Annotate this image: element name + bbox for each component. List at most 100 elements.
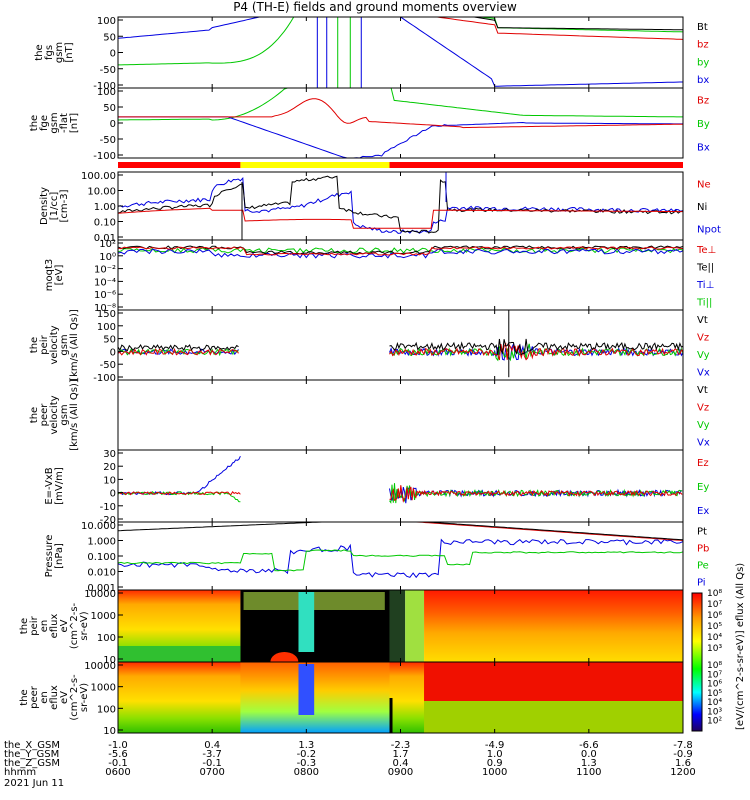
peir-spec-column — [298, 592, 315, 652]
xaxis-value: -0.2 — [297, 749, 317, 760]
xaxis-value: 1.0 — [487, 749, 503, 760]
y-tick-label: -100 — [93, 151, 116, 162]
ylabel-efield: [mV/m] — [54, 467, 65, 505]
ylabel-peir_vel: gsm — [59, 334, 70, 355]
ylabel-peir_vel: [km/s (All Qs)] — [69, 309, 80, 381]
legend-fgs-by: by — [697, 57, 709, 68]
xaxis-value: -6.6 — [579, 740, 599, 751]
xaxis-value: -0.1 — [202, 758, 222, 769]
ylabel-fgs: [nT] — [64, 42, 75, 62]
legend-pressure-Pi: Pi — [697, 578, 706, 589]
peer-spec-cool — [424, 701, 683, 733]
Ez-series-a — [117, 490, 241, 496]
figure-title: P4 (TH-E) fields and ground moments over… — [233, 0, 517, 14]
xaxis-value: 0900 — [388, 767, 413, 778]
peir-spec-block3 — [424, 590, 683, 662]
legend-peir_vel-Vz: Vz — [697, 332, 709, 343]
legend-efield-Ey: Ey — [697, 482, 709, 493]
bx-series — [118, 17, 683, 87]
Pb-series — [394, 521, 684, 541]
y-tick-label: 1.000 — [87, 537, 116, 548]
y-tick-label: 0.10 — [94, 218, 116, 229]
legend-density-Ne: Ne — [697, 179, 711, 190]
xaxis-value: -7.8 — [673, 740, 693, 751]
ylabel-peer_vel: [km/s (All Qs)] — [69, 379, 80, 451]
y-tick-label: 10² — [99, 239, 116, 250]
Ti-par-series — [117, 247, 684, 254]
legend-peer_vel-Vx: Vx — [697, 437, 710, 448]
y-tick-label: 10000 — [84, 589, 116, 600]
xaxis-value: -2.3 — [391, 740, 411, 751]
ylabel-peir_en: en — [39, 620, 50, 633]
ylabel-peer_en: sr-eV) — [79, 683, 90, 712]
ylabel-peir_vel: peir — [39, 334, 50, 354]
xaxis-value: -4.9 — [485, 740, 505, 751]
y-tick-label: 0.01 — [94, 233, 116, 244]
ylabel-efield: E=-VxB — [44, 467, 55, 504]
legend-fgs-bz: bz — [697, 40, 709, 51]
ylabel-peer_vel: velocity — [49, 395, 60, 434]
ylabel-fgs: gsm — [54, 42, 65, 63]
y-tick-label: 150 — [97, 309, 116, 320]
xaxis-value: 0.0 — [581, 749, 597, 760]
Ne-series — [117, 207, 683, 229]
y-tick-label: -50 — [100, 135, 116, 146]
legend-temp-Te||: Te|| — [696, 262, 714, 273]
y-tick-label: 0.010 — [87, 568, 116, 579]
legend-efield-Ex: Ex — [697, 506, 709, 517]
colorbar-tick: 10⁶ — [707, 611, 722, 621]
ylabel-temp: [eV] — [54, 265, 65, 286]
xaxis-row-label: the_Y_GSM — [4, 749, 59, 760]
xaxis-row-label: the_Z_GSM — [4, 758, 60, 769]
y-tick-label: 10 — [103, 726, 116, 737]
colorbar-tick: 10⁵ — [707, 689, 722, 699]
ylabel-peir_vel: velocity — [49, 325, 60, 364]
ylabel-peer_en: en — [39, 691, 50, 704]
panel-frame-fgs — [117, 16, 684, 89]
xaxis-row-label: hhmm — [4, 767, 36, 778]
legend-pressure-Pb: Pb — [697, 544, 709, 555]
legend-density-Ni: Ni — [697, 202, 707, 213]
legend-peir_vel-Vy: Vy — [697, 350, 710, 361]
y-tick-label: 10⁻⁸ — [94, 303, 116, 314]
colorbar-tick: 10⁸ — [707, 661, 722, 671]
y-tick-label: 10.00 — [87, 187, 116, 198]
ylabel-fge: -flat — [59, 113, 70, 133]
ylabel-fge: gsm — [49, 112, 60, 133]
legend-density-Npot: Npot — [697, 225, 721, 236]
colorbar-tick: 10³ — [707, 707, 722, 717]
Pi-series — [117, 538, 684, 579]
y-tick-label: -100 — [93, 373, 116, 384]
xaxis-value: 1200 — [670, 767, 695, 778]
ylabel-fgs: the — [34, 44, 45, 60]
legend-fge-By: By — [697, 119, 710, 130]
ylabel-fge: fge — [39, 115, 50, 131]
legend-pressure-Pt: Pt — [697, 527, 707, 538]
y-tick-label: 10 — [103, 655, 116, 666]
xaxis-value: 0.9 — [487, 758, 503, 769]
y-tick-label: 0 — [110, 49, 116, 60]
ylabel-peir_vel: the — [29, 337, 40, 353]
Npot-series — [117, 177, 684, 234]
Te-perp-series — [117, 246, 684, 256]
legend-peir_vel-Vt: Vt — [697, 315, 708, 326]
y-tick-label: 0.001 — [87, 583, 116, 594]
fgs-traces — [118, 17, 683, 88]
Ey-series-a — [117, 491, 241, 503]
xaxis-value: 1.3 — [581, 758, 597, 769]
ylabel-peer_en: eV — [59, 691, 70, 704]
xaxis-value: 1.6 — [675, 758, 691, 769]
mode-bar-red — [118, 162, 241, 168]
Vt-series-b — [389, 338, 684, 356]
ylabel-peer_en: (cm^2-s- — [69, 674, 80, 721]
Vz-series-b — [389, 342, 684, 361]
legend-fge-Bz: Bz — [697, 96, 709, 107]
y-tick-label: 0 — [110, 489, 116, 500]
by-series — [118, 17, 683, 66]
xaxis-value: -1.0 — [108, 740, 128, 751]
ylabel-pressure: [nPa] — [54, 543, 65, 569]
xaxis-value: 1100 — [576, 767, 601, 778]
y-tick-label: 1000 — [91, 683, 116, 694]
y-tick-label: 50 — [103, 32, 116, 43]
ylabel-fge: the — [29, 115, 40, 131]
